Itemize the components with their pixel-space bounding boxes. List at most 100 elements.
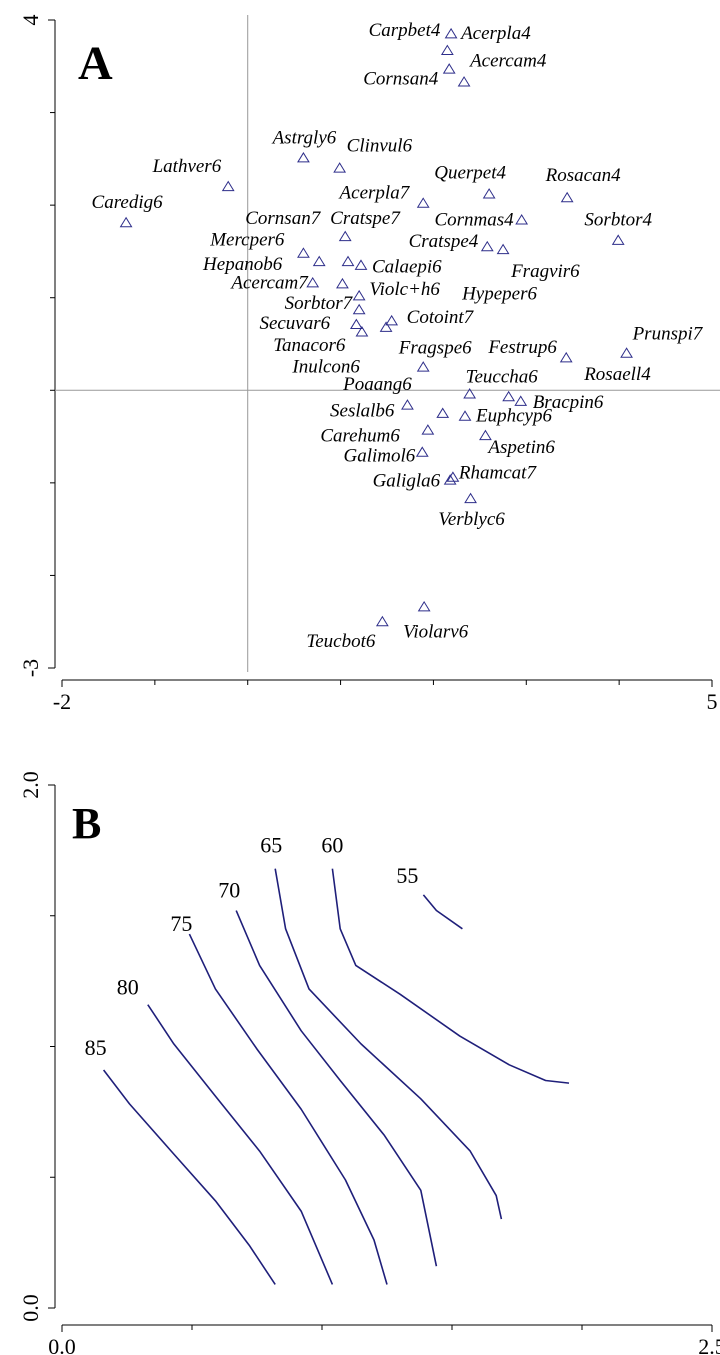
point	[333, 162, 347, 173]
point	[312, 255, 326, 267]
point	[482, 188, 496, 199]
point-label: Euphcyp6	[475, 406, 552, 427]
panel-title: B	[72, 799, 101, 848]
point	[436, 407, 450, 418]
point-label: Violarv6	[403, 621, 469, 642]
point	[457, 76, 471, 87]
panel-title: A	[78, 37, 113, 90]
point-label: Cratspe4	[409, 231, 479, 252]
contour-line	[235, 910, 438, 1267]
contour-label: 55	[396, 863, 418, 888]
point	[221, 180, 235, 192]
contour-label: 75	[170, 911, 192, 936]
contour-line	[188, 933, 388, 1285]
point-label: Teucbot6	[306, 631, 375, 652]
point-label: Cratspe7	[330, 208, 401, 229]
point-label: Fragspe6	[398, 338, 472, 359]
contour-line	[147, 1004, 334, 1285]
y-tick-label: 2.0	[18, 771, 43, 799]
point	[352, 289, 366, 301]
point	[611, 234, 625, 245]
point-label: Lathver6	[152, 156, 222, 177]
point-label: Festrup6	[487, 337, 557, 358]
contour-line	[102, 1069, 276, 1285]
point-label: Acerpla7	[338, 183, 411, 204]
point-label: Acercam4	[468, 50, 547, 71]
point-label: Hepanob6	[202, 254, 283, 275]
point-label: Mercper6	[209, 230, 285, 251]
point	[338, 230, 352, 242]
point	[620, 347, 633, 358]
point	[416, 197, 430, 208]
point-label: Sorbtor7	[285, 293, 354, 314]
point	[458, 410, 472, 421]
y-tick-label: 0.0	[18, 1294, 43, 1322]
point-label: Aspetin6	[486, 437, 555, 458]
point	[560, 191, 574, 203]
x-tick-label: -2	[53, 689, 71, 714]
contour-line	[422, 894, 463, 930]
point	[385, 314, 399, 326]
point-label: Cornsan7	[245, 208, 321, 229]
point	[297, 151, 310, 163]
point	[515, 213, 529, 225]
contour-line	[274, 868, 503, 1220]
contour-label: 60	[321, 833, 343, 858]
point-label: Violc+h6	[369, 279, 440, 300]
point	[443, 474, 457, 485]
point	[415, 446, 429, 457]
point-label: Hypeper6	[461, 284, 537, 305]
y-tick-label: 4	[18, 15, 43, 26]
point-label: Poaang6	[342, 374, 412, 395]
point-label: Carehum6	[320, 425, 400, 446]
contour-label: 65	[260, 833, 282, 858]
x-tick-label: 5	[707, 689, 718, 714]
point	[375, 615, 389, 627]
point-label: Secuvar6	[259, 313, 330, 334]
contour-label: 85	[85, 1035, 107, 1060]
point	[444, 27, 458, 39]
point-label: Sorbtor4	[584, 210, 652, 231]
point	[354, 259, 368, 270]
point-label: Cornsan4	[363, 68, 438, 89]
point-label: Rosaell4	[583, 364, 651, 385]
point-label: Querpet4	[434, 162, 506, 183]
point	[119, 216, 133, 228]
point	[464, 492, 477, 504]
point-label: Verblyc6	[438, 509, 505, 530]
point	[336, 277, 349, 289]
x-tick-label: 0.0	[48, 1334, 76, 1355]
point-label: Caredig6	[92, 192, 164, 213]
point-label: Teuccha6	[466, 366, 539, 387]
point	[416, 361, 430, 372]
point	[379, 321, 393, 332]
point	[297, 247, 310, 258]
point-label: Astrgly6	[271, 127, 337, 148]
point-label: Rhamcat7	[458, 463, 538, 484]
point	[442, 63, 456, 74]
point	[446, 471, 460, 482]
point-label: Tanacor6	[273, 335, 346, 356]
point	[349, 318, 363, 330]
point	[306, 276, 320, 288]
point	[401, 399, 414, 410]
contour-line	[331, 868, 570, 1084]
point-label: Bracpin6	[533, 392, 604, 413]
point	[417, 600, 431, 612]
point-label: Clinvul6	[347, 135, 413, 156]
point	[341, 255, 355, 267]
point	[496, 243, 510, 255]
contour-label: 80	[117, 975, 139, 1000]
point-label: Seslalb6	[330, 400, 395, 421]
point-label: Cotoint7	[407, 307, 475, 328]
point-label: Fragvir6	[510, 261, 580, 282]
point	[502, 390, 516, 402]
point	[559, 351, 573, 363]
point-label: Acercam7	[229, 272, 309, 293]
point	[514, 395, 528, 406]
point-label: Acerpla4	[459, 23, 531, 44]
point-label: Cornmas4	[434, 209, 514, 230]
point	[479, 429, 492, 441]
point	[355, 326, 369, 337]
